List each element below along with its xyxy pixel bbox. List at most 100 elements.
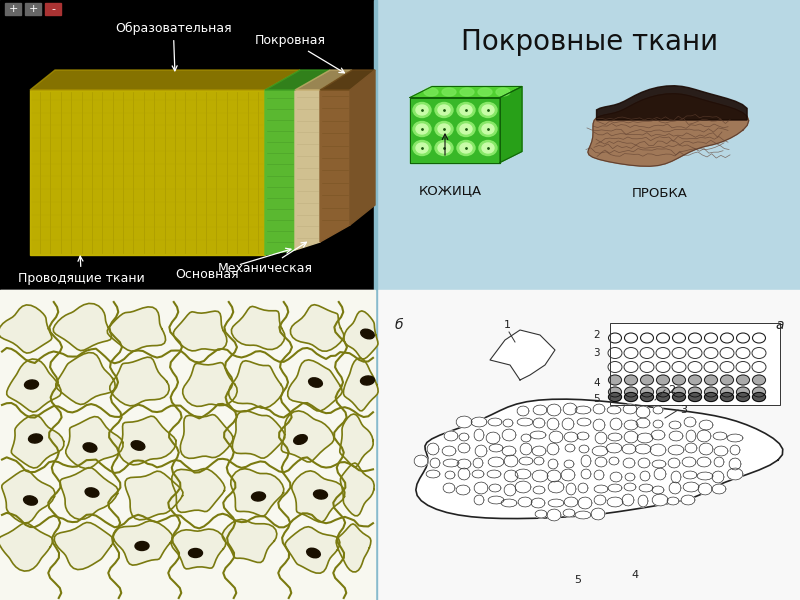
Ellipse shape — [720, 361, 734, 373]
Polygon shape — [518, 497, 532, 507]
Polygon shape — [114, 521, 173, 565]
Ellipse shape — [737, 333, 750, 343]
Polygon shape — [459, 433, 469, 441]
Ellipse shape — [625, 387, 638, 397]
Ellipse shape — [482, 143, 494, 153]
Polygon shape — [591, 508, 605, 520]
Ellipse shape — [705, 392, 718, 401]
Ellipse shape — [689, 333, 702, 343]
Ellipse shape — [752, 347, 766, 358]
Polygon shape — [714, 432, 727, 440]
Polygon shape — [624, 431, 638, 443]
Text: 2: 2 — [594, 330, 600, 340]
Ellipse shape — [721, 375, 734, 385]
Ellipse shape — [657, 387, 670, 397]
Polygon shape — [624, 420, 638, 430]
Polygon shape — [487, 470, 501, 478]
Ellipse shape — [416, 105, 428, 115]
Polygon shape — [652, 486, 664, 494]
Ellipse shape — [482, 124, 494, 134]
Ellipse shape — [656, 347, 670, 358]
Ellipse shape — [736, 361, 750, 373]
Polygon shape — [609, 457, 619, 465]
Ellipse shape — [416, 124, 428, 134]
Ellipse shape — [689, 375, 702, 385]
Ellipse shape — [737, 387, 750, 397]
Polygon shape — [231, 307, 285, 349]
Text: Покровная: Покровная — [255, 34, 345, 73]
Polygon shape — [670, 431, 683, 441]
Polygon shape — [110, 357, 169, 406]
Ellipse shape — [705, 375, 718, 385]
Polygon shape — [651, 430, 665, 440]
Ellipse shape — [720, 347, 734, 358]
Ellipse shape — [737, 375, 750, 385]
Polygon shape — [566, 483, 576, 495]
Polygon shape — [714, 457, 724, 467]
Ellipse shape — [413, 140, 431, 155]
Polygon shape — [698, 483, 712, 495]
Polygon shape — [638, 495, 648, 507]
Ellipse shape — [673, 375, 686, 385]
Bar — [0, 290, 375, 600]
Polygon shape — [350, 70, 375, 225]
Ellipse shape — [721, 392, 734, 401]
Polygon shape — [343, 358, 378, 411]
Ellipse shape — [625, 375, 638, 385]
Polygon shape — [581, 469, 591, 479]
Polygon shape — [336, 524, 371, 572]
Polygon shape — [290, 305, 344, 351]
Ellipse shape — [657, 392, 670, 401]
Polygon shape — [232, 411, 285, 458]
Polygon shape — [581, 455, 591, 467]
Polygon shape — [592, 446, 608, 456]
Ellipse shape — [689, 387, 702, 397]
Polygon shape — [623, 458, 635, 468]
Polygon shape — [562, 418, 574, 430]
Polygon shape — [230, 469, 284, 516]
Polygon shape — [488, 496, 504, 504]
Polygon shape — [684, 417, 696, 427]
Polygon shape — [0, 523, 53, 571]
Polygon shape — [182, 362, 237, 406]
Text: а: а — [775, 318, 783, 332]
Text: 5: 5 — [594, 394, 600, 404]
Text: 3: 3 — [680, 405, 687, 415]
Polygon shape — [699, 420, 713, 430]
Polygon shape — [344, 311, 378, 359]
Ellipse shape — [721, 333, 734, 343]
Polygon shape — [520, 443, 532, 455]
Polygon shape — [0, 305, 52, 353]
Polygon shape — [532, 470, 548, 482]
Polygon shape — [547, 418, 559, 430]
Polygon shape — [668, 458, 680, 468]
Ellipse shape — [251, 492, 266, 501]
Ellipse shape — [673, 333, 686, 343]
Polygon shape — [533, 418, 545, 428]
Polygon shape — [171, 529, 226, 569]
Ellipse shape — [641, 333, 654, 343]
Polygon shape — [30, 90, 265, 255]
Ellipse shape — [478, 88, 492, 96]
Ellipse shape — [640, 347, 654, 358]
Polygon shape — [593, 419, 605, 431]
Polygon shape — [683, 482, 699, 492]
Polygon shape — [410, 97, 500, 163]
Polygon shape — [714, 446, 728, 456]
Ellipse shape — [641, 392, 654, 401]
Ellipse shape — [25, 380, 38, 389]
Polygon shape — [727, 434, 743, 442]
Ellipse shape — [704, 347, 718, 358]
Ellipse shape — [704, 361, 718, 373]
Polygon shape — [594, 470, 604, 480]
Polygon shape — [533, 486, 545, 494]
Text: 4: 4 — [631, 570, 638, 580]
Polygon shape — [547, 443, 559, 455]
Polygon shape — [729, 458, 741, 470]
Text: ПРОБКА: ПРОБКА — [632, 187, 688, 200]
Polygon shape — [668, 445, 684, 455]
Ellipse shape — [609, 392, 622, 401]
Polygon shape — [635, 444, 651, 454]
Polygon shape — [458, 459, 471, 469]
Polygon shape — [265, 90, 295, 255]
